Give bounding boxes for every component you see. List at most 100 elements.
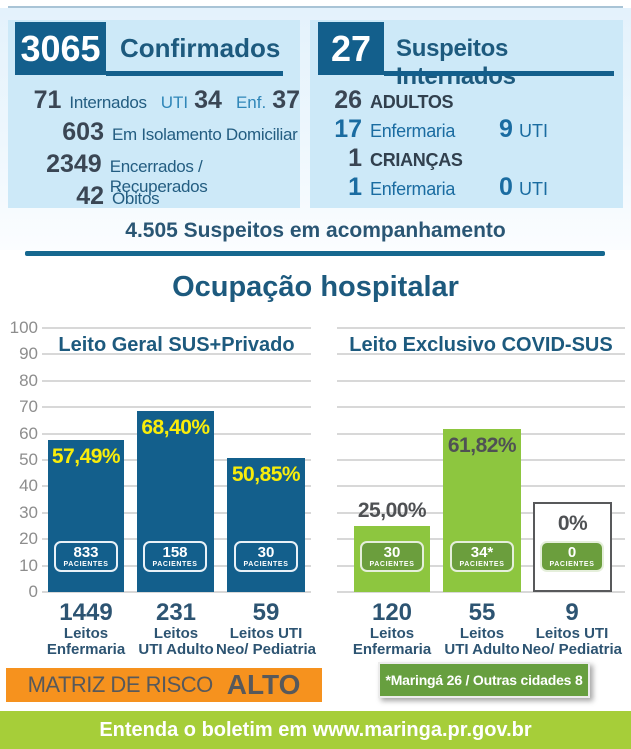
patients-count: 30 [257,543,275,561]
beds-label-line1: Leitos UTI [229,625,303,642]
beds-label-line2: Enfermaria [46,641,126,658]
criancas-uti-label: UTI [518,179,548,199]
beds-count: 120 [371,599,413,626]
beds-count: 231 [155,599,197,626]
gridline [337,327,625,329]
patients-badge-covid-neo: 0 PACIENTES [540,541,604,572]
beds-label-line1: Leitos [369,625,415,642]
confirmed-underline [106,71,283,76]
footer-link[interactable]: Entenda o boletim em www.maringa.pr.gov.… [99,718,532,741]
y-axis-tick-label: 50 [19,450,38,469]
confirmed-count: 3065 [15,22,106,75]
enf-value: 37 [272,86,300,114]
beds-label-line2: Enfermaria [352,641,432,658]
beds-label-line2: Neo/ Pediatria [521,641,623,658]
footer-banner: Entenda o boletim em www.maringa.pr.gov.… [0,711,631,749]
confirmed-title: Confirmados [120,33,281,63]
criancas-label: CRIANÇAS [370,150,463,170]
x-label-covid-enfermaria: 120 Leitos Enfermaria [330,599,454,658]
beds-label-line2: UTI Adulto [138,641,214,658]
uti-label: UTI [160,93,189,112]
y-axis-tick-label: 30 [19,502,38,522]
beds-label-line1: Leitos [459,625,505,642]
stat-row-criancas-detail: 1 Enfermaria 0 UTI [310,173,623,202]
footnote-badge: *Maringá 26 / Outras cidades 8 [378,662,590,698]
x-label-geral-enfermaria: 1449 Leitos Enfermaria [24,599,148,658]
bar-pct-label-covid-enfermaria: 25,00% [357,499,427,522]
stat-row-isolamento: 603 Em Isolamento Domiciliar [8,118,300,150]
section-divider [25,251,605,256]
y-axis-tick-label: 40 [19,476,38,496]
patients-count: 30 [383,543,401,561]
bar-pct-label: 57,49% [51,445,121,469]
stat-row-obitos: 42 Óbitos [8,182,300,214]
obitos-label: Óbitos [112,189,160,208]
gridline [42,327,311,329]
isolamento-label: Em Isolamento Domiciliar [112,125,298,144]
adultos-value: 26 [334,86,362,114]
patients-count: 833 [73,543,99,561]
adultos-enfermaria-value: 17 [334,115,362,143]
patients-badge-geral-enfermaria: 833 PACIENTES [54,541,118,572]
adultos-uti-value: 9 [499,115,513,143]
y-axis-tick-label: 80 [19,370,38,390]
group-header-geral: Leito Geral SUS+Privado [58,334,295,356]
x-label-geral-uti: 231 Leitos UTI Adulto [114,599,238,658]
stat-row-encerrados: 2349 Encerrados / Recuperados [8,150,300,196]
adultos-uti-label: UTI [518,121,548,141]
isolamento-value: 603 [62,118,104,146]
beds-label-line1: Leitos UTI [535,625,609,642]
stat-row-internados: 71 Internados UTI 34 Enf. 37 [8,86,300,118]
gridline [42,353,311,356]
x-label-covid-neo: 9 Leitos UTI Neo/ Pediatria [510,599,631,658]
criancas-value: 1 [348,144,362,172]
bar-pct-label: 50,85% [231,462,301,486]
gridline [337,353,625,356]
patients-badge-geral-uti: 158 PACIENTES [143,541,207,572]
gridline [337,379,625,382]
beds-label-line1: Leitos [63,625,109,642]
patients-count: 0 [567,543,577,561]
patients-count: 158 [162,543,188,561]
patients-badge-geral-neo: 30 PACIENTES [234,541,298,572]
internados-label: Internados [69,93,147,112]
chart-title: Ocupação hospitalar [172,271,459,303]
suspects-underline [384,71,614,76]
patients-count: 34* [470,543,494,561]
gridline [42,379,311,382]
y-axis-tick-label: 70 [19,397,38,417]
beds-count: 55 [468,599,496,626]
y-axis-tick-label: 10 [19,555,38,575]
patients-badge-covid-uti: 34* PACIENTES [450,541,514,572]
gridline [42,406,311,409]
criancas-enfermaria-label: Enfermaria [370,179,456,199]
group-header-covid: Leito Exclusivo COVID-SUS [349,334,613,356]
y-axis-tick-label: 60 [19,423,38,443]
patients-unit: PACIENTES [369,560,415,568]
bar-pct-label: 0% [557,512,588,535]
patients-unit: PACIENTES [243,560,289,568]
patients-unit: PACIENTES [63,560,109,568]
beds-label-line2: UTI Adulto [444,641,520,658]
encerrados-value: 2349 [46,150,102,178]
beds-count: 1449 [59,599,113,626]
beds-count: 59 [252,599,280,626]
y-axis-tick-label: 100 [9,318,38,337]
gridline [42,591,311,593]
suspects-count: 27 [318,22,384,75]
encerrados-label: Encerrados / Recuperados [109,157,208,196]
patients-unit: PACIENTES [549,560,595,568]
bar-pct-label: 68,40% [141,416,210,440]
x-label-covid-uti: 55 Leitos UTI Adulto [420,599,544,658]
gridline [337,591,625,593]
obitos-value: 42 [76,182,104,210]
stat-row-criancas: 1 CRIANÇAS [310,144,623,173]
beds-count: 9 [565,599,579,626]
y-axis-tick-label: 90 [19,344,38,364]
patients-unit: PACIENTES [152,560,198,568]
stat-row-adultos: 26 ADULTOS [310,86,623,115]
bar-pct-label: 61,82% [447,433,517,457]
suspects-title: Suspeitos Internados [396,35,516,90]
x-label-geral-neo: 59 Leitos UTI Neo/ Pediatria [204,599,328,658]
